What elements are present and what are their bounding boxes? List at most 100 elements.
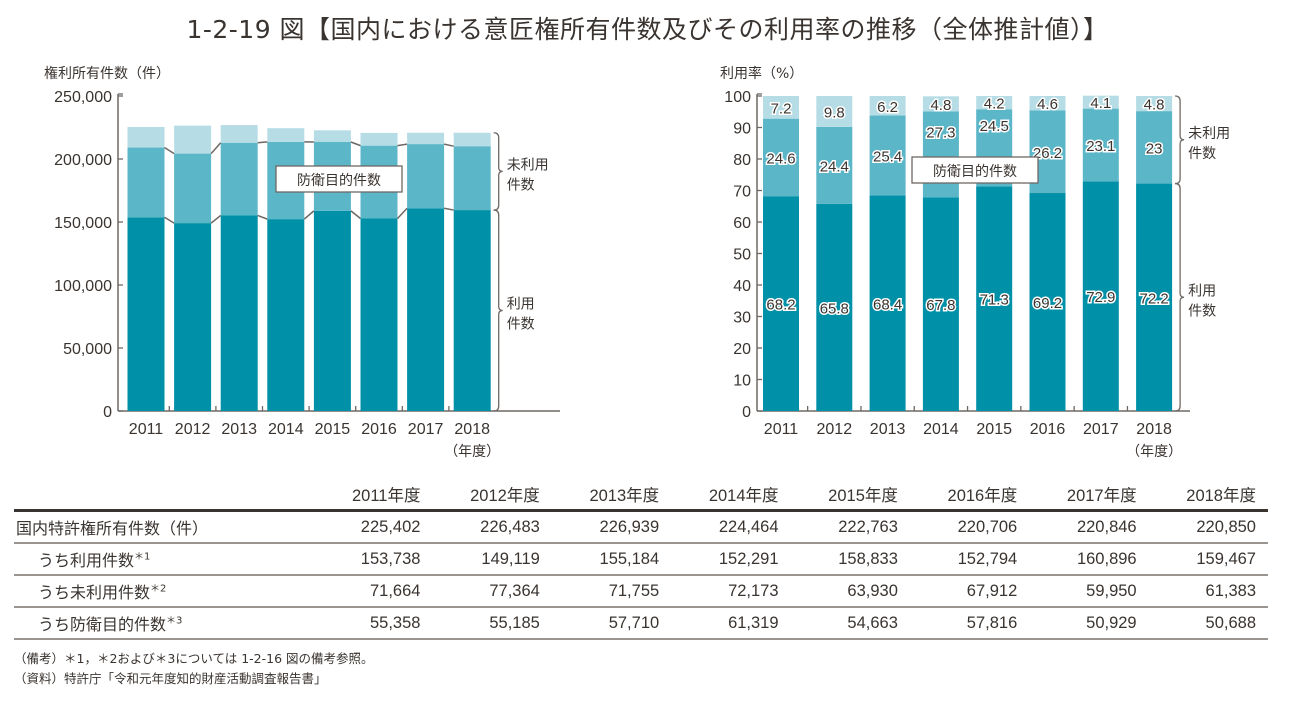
bar-unused-other-2016 xyxy=(1029,96,1066,111)
bar-defensive-2011 xyxy=(763,118,799,197)
x-tick-label: 2017 xyxy=(1083,421,1119,438)
bar-unused-other-2017 xyxy=(1082,95,1119,109)
table-cell: 57,710 xyxy=(608,613,660,632)
table-row: うち防衛目的件数＊3 55,358 55,185 57,710 61,319 54,663… xyxy=(14,607,1268,639)
bar-unused-other-2017 xyxy=(407,132,445,145)
table-cell: 226,483 xyxy=(480,517,540,536)
bar-unused-other-2015 xyxy=(313,130,351,142)
x-tick-label: 2017 xyxy=(408,421,444,438)
table-cell: 158,833 xyxy=(838,549,898,568)
table-cell: 220,846 xyxy=(1076,517,1137,536)
note-remarks: （備考）＊1，＊2および＊3については 1-2-16 図の備考参照。 xyxy=(14,651,374,666)
column-header: 2013年度 xyxy=(589,487,660,505)
brace-used xyxy=(1175,182,1185,412)
bar-unused-other-2012 xyxy=(816,96,853,127)
column-header: 2014年度 xyxy=(708,487,779,505)
table-row: うち未利用件数＊2 71,664 77,364 71,755 72,173 63,930 6… xyxy=(14,575,1268,607)
data-label-defensive: 23 xyxy=(1146,140,1163,157)
y-tick-label: 100,000 xyxy=(54,278,112,295)
brace-used xyxy=(493,209,503,412)
bar-used-2013 xyxy=(869,195,906,411)
table-cell: 149,119 xyxy=(481,549,540,568)
data-label-used: 65.8 xyxy=(820,300,849,317)
table-cell: 54,663 xyxy=(847,613,898,632)
table-cell: 225,402 xyxy=(360,517,421,536)
bar-unused-other-2013 xyxy=(220,125,258,143)
bar-used-2017 xyxy=(1082,181,1119,411)
table-cell: 222,763 xyxy=(838,517,898,536)
data-label-unused-other: 4.1 xyxy=(1090,95,1111,112)
x-tick-label: 2015 xyxy=(976,421,1012,438)
row-label: 国内特許権所有件数（件） xyxy=(14,511,315,544)
charts-canvas: 権利所有件数（件） 0 50,000 100,000 150,000 200,000 250… xyxy=(44,65,1230,460)
data-label-unused-other: 7.2 xyxy=(771,100,792,117)
table-cell: 59,950 xyxy=(1086,581,1137,600)
column-header: 2012年度 xyxy=(470,487,540,505)
data-label-defensive: 25.4 xyxy=(873,149,902,166)
y-tick-label: 0 xyxy=(103,404,112,421)
bar-defensive-2017 xyxy=(1082,108,1119,182)
x-tick-label: 2016 xyxy=(1030,421,1066,438)
y-tick-label: 90 xyxy=(733,121,751,138)
row-label: うち利用件数＊1 xyxy=(14,543,315,575)
x-tick-label: 2016 xyxy=(361,421,397,438)
x-axis-title: （年度） xyxy=(1126,444,1182,460)
data-label-unused-other: 4.6 xyxy=(1037,96,1058,113)
data-label-used: 67.8 xyxy=(926,297,955,314)
table-cell: 153,738 xyxy=(360,549,421,568)
y-tick-label: 50,000 xyxy=(63,341,112,358)
table-cell: 67,912 xyxy=(966,581,1018,600)
bar-used-2011 xyxy=(127,217,165,411)
bar-used-2016 xyxy=(1029,193,1066,411)
table-corner xyxy=(14,480,315,511)
y-tick-label: 80 xyxy=(733,152,751,169)
column-header: 2011年度 xyxy=(351,487,421,505)
brace-label-unused: 未利用 xyxy=(507,157,549,173)
bar-defensive-2018 xyxy=(453,146,491,211)
data-label-used: 68.2 xyxy=(766,297,795,314)
brace-label-unused: 件数 xyxy=(1188,146,1216,162)
data-label-unused-other: 4.2 xyxy=(984,96,1005,113)
table-cell: 155,184 xyxy=(599,549,660,568)
x-tick-label: 2012 xyxy=(817,421,853,438)
data-label-defensive: 23.1 xyxy=(1086,138,1115,155)
bar-defensive-2012 xyxy=(816,126,853,204)
table-row: 国内特許権所有件数（件） 225,402 226,483 226,939 224,464… xyxy=(14,511,1268,544)
table-cell: 226,939 xyxy=(599,517,660,536)
data-label-used: 72.9 xyxy=(1086,289,1115,306)
row-label: うち防衛目的件数＊3 xyxy=(14,607,315,639)
brace-label-used: 件数 xyxy=(507,317,535,333)
footnote-marker: ＊1 xyxy=(134,551,151,563)
data-label-used: 71.3 xyxy=(980,292,1009,309)
table-cell: 152,794 xyxy=(957,549,1018,568)
column-header: 2017年度 xyxy=(1066,487,1137,505)
bar-defensive-2013 xyxy=(869,115,906,196)
data-label-unused-other: 4.8 xyxy=(930,97,951,114)
y-axis-title: 権利所有件数（件） xyxy=(44,65,170,82)
bar-unused-other-2016 xyxy=(360,132,398,146)
column-header: 2016年度 xyxy=(947,487,1018,505)
bar-unused-other-2018 xyxy=(453,132,491,147)
connector-defensive xyxy=(164,141,454,155)
row-label: うち未利用件数＊2 xyxy=(14,575,315,607)
table-cell: 50,688 xyxy=(1205,613,1256,632)
data-table: 2011年度 2012年度 2013年度 2014年度 2015年度 2016年度 2017… xyxy=(14,480,1268,640)
bar-used-2012 xyxy=(174,223,212,411)
bar-unused-other-2011 xyxy=(763,96,799,119)
y-tick-label: 250,000 xyxy=(54,89,112,106)
table-cell: 152,291 xyxy=(718,549,779,568)
table-header-row: 2011年度 2012年度 2013年度 2014年度 2015年度 2016年度 2017… xyxy=(14,480,1268,511)
table-cell: 220,706 xyxy=(957,517,1018,536)
y-axis-title: 利用率（%） xyxy=(720,65,803,82)
x-tick-label: 2018 xyxy=(454,421,490,438)
brace-label-used: 利用 xyxy=(1188,283,1216,299)
table-cell: 77,364 xyxy=(489,581,540,600)
bar-used-2015 xyxy=(976,186,1013,411)
data-label-unused-other: 6.2 xyxy=(877,99,898,116)
bar-used-2011 xyxy=(763,196,799,411)
data-label-unused-other: 4.8 xyxy=(1144,97,1165,114)
bar-unused-other-2014 xyxy=(922,96,959,112)
bar-unused-other-2015 xyxy=(976,96,1013,110)
data-label-defensive: 24.5 xyxy=(980,118,1009,135)
x-axis-title: （年度） xyxy=(444,444,500,460)
